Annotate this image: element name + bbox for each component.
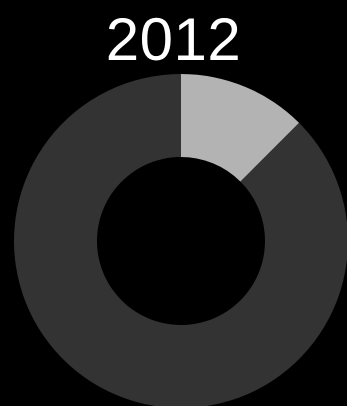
donut-slice-2	[14, 74, 347, 406]
donut-slices	[14, 74, 347, 406]
chart-title: 2012	[105, 6, 242, 73]
donut-slice-1	[181, 74, 300, 182]
